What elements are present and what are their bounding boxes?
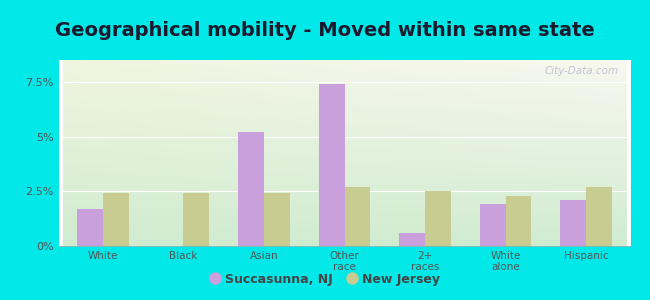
Bar (238, 132, 264, 246)
Legend: Succasunna, NJ, New Jersey: Succasunna, NJ, New Jersey (205, 268, 445, 291)
Bar (103, 194, 129, 246)
Bar (77, 209, 103, 246)
Bar (183, 194, 209, 246)
Text: City-Data.com: City-Data.com (545, 66, 619, 76)
Bar (586, 187, 612, 246)
Text: Geographical mobility - Moved within same state: Geographical mobility - Moved within sam… (55, 21, 595, 40)
Bar (264, 194, 290, 246)
Bar (344, 187, 370, 246)
Bar (560, 200, 586, 246)
Bar (506, 196, 532, 246)
Bar (399, 233, 425, 246)
Bar (318, 84, 344, 246)
Bar (425, 191, 451, 246)
Bar (480, 204, 506, 246)
